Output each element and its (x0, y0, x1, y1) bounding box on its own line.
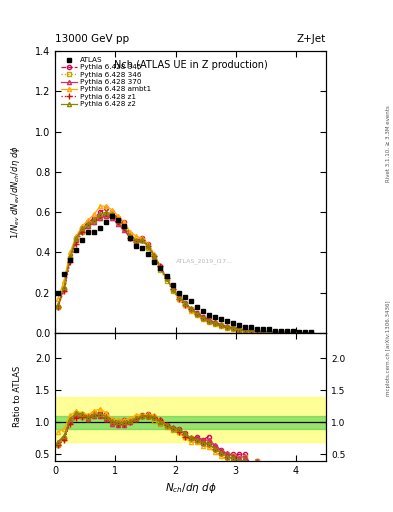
Y-axis label: $1/N_{ev}\ dN_{ev}/dN_{ch}/d\eta\ d\phi$: $1/N_{ev}\ dN_{ev}/dN_{ch}/d\eta\ d\phi$ (9, 145, 22, 239)
Text: Rivet 3.1.10, ≥ 3.3M events: Rivet 3.1.10, ≥ 3.3M events (386, 105, 391, 182)
Legend: ATLAS, Pythia 6.428 345, Pythia 6.428 346, Pythia 6.428 370, Pythia 6.428 ambt1,: ATLAS, Pythia 6.428 345, Pythia 6.428 34… (59, 55, 153, 110)
Bar (55, 416, 326, 429)
Y-axis label: Ratio to ATLAS: Ratio to ATLAS (13, 366, 22, 428)
Text: 13000 GeV pp: 13000 GeV pp (55, 33, 129, 44)
X-axis label: $N_{ch}/d\eta\ d\phi$: $N_{ch}/d\eta\ d\phi$ (165, 481, 217, 495)
Text: Nch (ATLAS UE in Z production): Nch (ATLAS UE in Z production) (114, 60, 268, 70)
Bar (55, 397, 326, 441)
Text: Z+Jet: Z+Jet (297, 33, 326, 44)
Text: mcplots.cern.ch [arXiv:1306.3436]: mcplots.cern.ch [arXiv:1306.3436] (386, 301, 391, 396)
Text: ATLAS_2019_I17...: ATLAS_2019_I17... (176, 259, 233, 264)
